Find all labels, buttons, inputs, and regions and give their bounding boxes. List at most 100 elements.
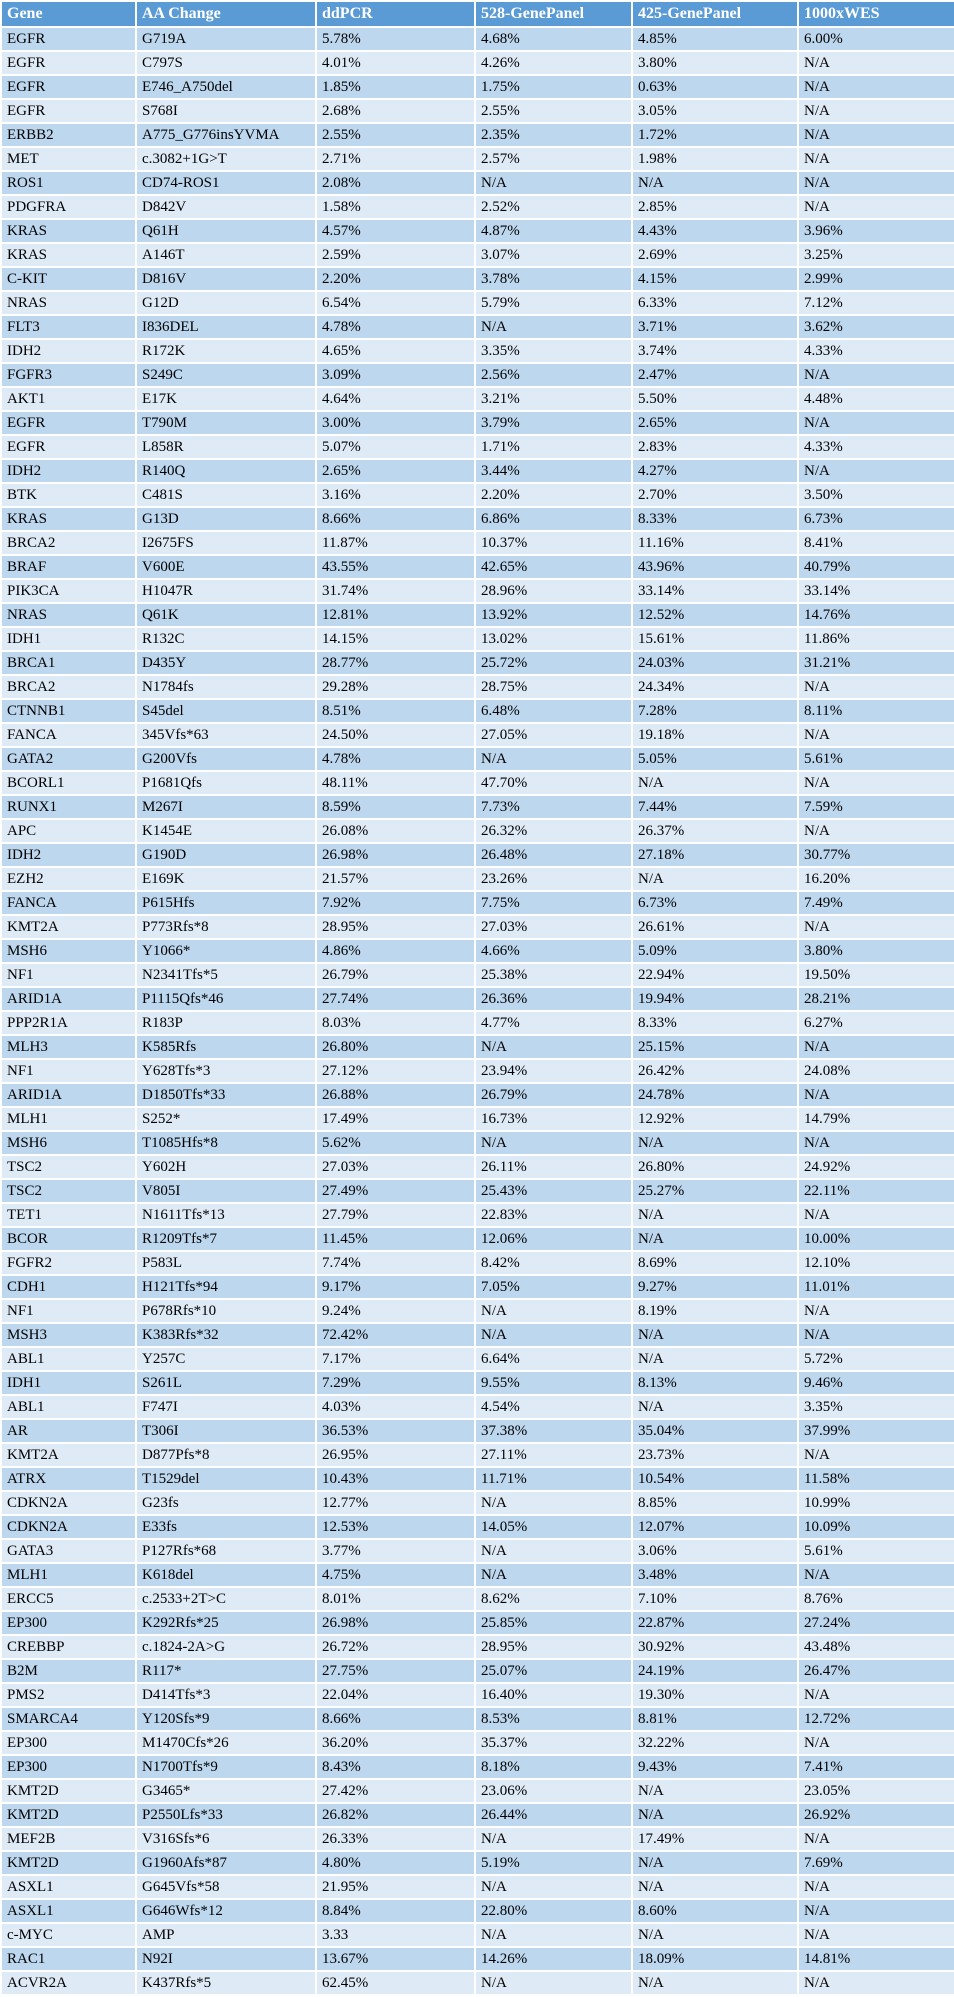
cell-528-genepanel: 8.62%: [474, 1586, 633, 1612]
cell-425-genepanel: N/A: [631, 866, 799, 892]
cell-1000xwes: 3.25%: [797, 242, 954, 268]
cell-aa-change: D816V: [135, 266, 317, 292]
cell-aa-change: P615Hfs: [135, 890, 317, 916]
cell-aa-change: T1085Hfs*8: [135, 1130, 317, 1156]
cell-1000xwes: N/A: [797, 410, 954, 436]
cell-425-genepanel: 19.30%: [631, 1682, 799, 1708]
cell-1000xwes: N/A: [797, 1874, 954, 1900]
cell-gene: MLH1: [0, 1562, 137, 1588]
cell-528-genepanel: 4.66%: [474, 938, 633, 964]
cell-528-genepanel: 25.07%: [474, 1658, 633, 1684]
cell-425-genepanel: 5.50%: [631, 386, 799, 412]
cell-1000xwes: 12.72%: [797, 1706, 954, 1732]
cell-1000xwes: 11.58%: [797, 1466, 954, 1492]
cell-gene: CREBBP: [0, 1634, 137, 1660]
cell-1000xwes: N/A: [797, 1682, 954, 1708]
cell-aa-change: H121Tfs*94: [135, 1274, 317, 1300]
table-row: CREBBP c.1824-2A>G 26.72% 28.95% 30.92% 43.48…: [0, 1634, 954, 1660]
mutation-table-body: EGFR G719A 5.78% 4.68% 4.85% 6.00% EGFR C797S 4.…: [0, 26, 954, 1996]
cell-425-genepanel: 3.06%: [631, 1538, 799, 1564]
cell-aa-change: S261L: [135, 1370, 317, 1396]
cell-528-genepanel: N/A: [474, 1970, 633, 1996]
cell-aa-change: N1784fs: [135, 674, 317, 700]
cell-528-genepanel: 28.95%: [474, 1634, 633, 1660]
cell-1000xwes: 24.92%: [797, 1154, 954, 1180]
table-row: GATA2 G200Vfs 4.78% N/A 5.05% 5.61%: [0, 746, 954, 772]
cell-528-genepanel: N/A: [474, 1922, 633, 1948]
cell-1000xwes: 4.48%: [797, 386, 954, 412]
cell-ddpcr: 27.75%: [315, 1658, 476, 1684]
cell-1000xwes: 10.09%: [797, 1514, 954, 1540]
table-header-row: Gene AA Change ddPCR 528-GenePanel 425-G…: [0, 0, 954, 28]
cell-1000xwes: 3.50%: [797, 482, 954, 508]
cell-aa-change: K618del: [135, 1562, 317, 1588]
table-row: BCOR R1209Tfs*7 11.45% 12.06% N/A 10.00%: [0, 1226, 954, 1252]
table-row: CTNNB1 S45del 8.51% 6.48% 7.28% 8.11%: [0, 698, 954, 724]
cell-425-genepanel: 2.47%: [631, 362, 799, 388]
cell-425-genepanel: 2.69%: [631, 242, 799, 268]
cell-aa-change: R183P: [135, 1010, 317, 1036]
cell-ddpcr: 26.08%: [315, 818, 476, 844]
cell-aa-change: E169K: [135, 866, 317, 892]
table-row: KMT2A P773Rfs*8 28.95% 27.03% 26.61% N/A: [0, 914, 954, 940]
cell-425-genepanel: 8.69%: [631, 1250, 799, 1276]
cell-528-genepanel: 3.44%: [474, 458, 633, 484]
table-row: IDH2 R172K 4.65% 3.35% 3.74% 4.33%: [0, 338, 954, 364]
cell-aa-change: Y1066*: [135, 938, 317, 964]
table-row: TSC2 V805I 27.49% 25.43% 25.27% 22.11%: [0, 1178, 954, 1204]
cell-ddpcr: 9.17%: [315, 1274, 476, 1300]
cell-ddpcr: 8.03%: [315, 1010, 476, 1036]
cell-gene: KMT2A: [0, 914, 137, 940]
table-row: ABL1 F747I 4.03% 4.54% N/A 3.35%: [0, 1394, 954, 1420]
cell-425-genepanel: 5.09%: [631, 938, 799, 964]
table-row: PPP2R1A R183P 8.03% 4.77% 8.33% 6.27%: [0, 1010, 954, 1036]
cell-528-genepanel: 5.19%: [474, 1850, 633, 1876]
cell-528-genepanel: 12.06%: [474, 1226, 633, 1252]
cell-ddpcr: 12.53%: [315, 1514, 476, 1540]
cell-528-genepanel: 26.79%: [474, 1082, 633, 1108]
table-row: RUNX1 M267I 8.59% 7.73% 7.44% 7.59%: [0, 794, 954, 820]
cell-ddpcr: 17.49%: [315, 1106, 476, 1132]
cell-ddpcr: 11.45%: [315, 1226, 476, 1252]
cell-gene: BRCA1: [0, 650, 137, 676]
table-row: CDKN2A G23fs 12.77% N/A 8.85% 10.99%: [0, 1490, 954, 1516]
cell-425-genepanel: 6.73%: [631, 890, 799, 916]
cell-1000xwes: N/A: [797, 770, 954, 796]
cell-425-genepanel: N/A: [631, 1850, 799, 1876]
cell-aa-change: C797S: [135, 50, 317, 76]
table-row: IDH2 G190D 26.98% 26.48% 27.18% 30.77%: [0, 842, 954, 868]
cell-528-genepanel: 3.78%: [474, 266, 633, 292]
cell-1000xwes: N/A: [797, 122, 954, 148]
table-row: EGFR T790M 3.00% 3.79% 2.65% N/A: [0, 410, 954, 436]
cell-gene: ABL1: [0, 1394, 137, 1420]
cell-1000xwes: 8.41%: [797, 530, 954, 556]
cell-425-genepanel: 25.15%: [631, 1034, 799, 1060]
cell-ddpcr: 14.15%: [315, 626, 476, 652]
cell-aa-change: A775_G776insYVMA: [135, 122, 317, 148]
cell-gene: ASXL1: [0, 1874, 137, 1900]
cell-1000xwes: N/A: [797, 722, 954, 748]
cell-gene: FGFR2: [0, 1250, 137, 1276]
table-row: FGFR3 S249C 3.09% 2.56% 2.47% N/A: [0, 362, 954, 388]
cell-gene: RUNX1: [0, 794, 137, 820]
cell-528-genepanel: 25.72%: [474, 650, 633, 676]
cell-gene: NRAS: [0, 602, 137, 628]
cell-528-genepanel: 7.05%: [474, 1274, 633, 1300]
cell-425-genepanel: 8.19%: [631, 1298, 799, 1324]
cell-ddpcr: 4.57%: [315, 218, 476, 244]
cell-1000xwes: 11.01%: [797, 1274, 954, 1300]
cell-425-genepanel: 26.61%: [631, 914, 799, 940]
cell-425-genepanel: 2.70%: [631, 482, 799, 508]
cell-1000xwes: N/A: [797, 1130, 954, 1156]
table-row: NF1 N2341Tfs*5 26.79% 25.38% 22.94% 19.50%: [0, 962, 954, 988]
table-row: AKT1 E17K 4.64% 3.21% 5.50% 4.48%: [0, 386, 954, 412]
cell-ddpcr: 22.04%: [315, 1682, 476, 1708]
cell-aa-change: L858R: [135, 434, 317, 460]
cell-425-genepanel: 26.80%: [631, 1154, 799, 1180]
cell-ddpcr: 48.11%: [315, 770, 476, 796]
cell-ddpcr: 28.95%: [315, 914, 476, 940]
cell-425-genepanel: 4.27%: [631, 458, 799, 484]
cell-ddpcr: 4.65%: [315, 338, 476, 364]
cell-528-genepanel: 2.20%: [474, 482, 633, 508]
cell-425-genepanel: 18.09%: [631, 1946, 799, 1972]
